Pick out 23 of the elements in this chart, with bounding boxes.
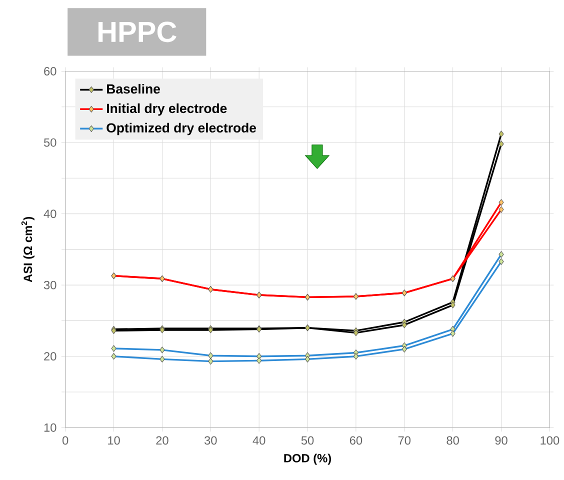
x-tick-label: 60 bbox=[350, 436, 362, 445]
x-tick-label: 90 bbox=[495, 436, 508, 445]
legend-label: Optimized dry electrode bbox=[106, 122, 256, 136]
y-tick-label: 30 bbox=[44, 280, 56, 290]
chart-title: HPPC bbox=[98, 22, 176, 42]
x-tick-label: 20 bbox=[156, 436, 168, 445]
x-tick-label: 100 bbox=[540, 436, 560, 445]
x-tick-label: 70 bbox=[398, 436, 411, 445]
y-tick-label: 10 bbox=[44, 423, 56, 432]
x-tick-label: 10 bbox=[108, 436, 120, 445]
x-tick-label: 0 bbox=[62, 436, 68, 445]
x-axis-title: DOD (%) bbox=[284, 454, 332, 465]
y-tick-label: 20 bbox=[44, 352, 56, 361]
legend-label: Baseline bbox=[107, 84, 160, 94]
x-tick-label: 40 bbox=[252, 436, 266, 445]
legend-label: Initial dry electrode bbox=[107, 103, 227, 116]
y-tick-label: 50 bbox=[44, 138, 56, 147]
x-tick-label: 30 bbox=[204, 436, 217, 445]
y-tick-label: 60 bbox=[44, 67, 56, 76]
x-tick-label: 80 bbox=[446, 436, 459, 445]
y-tick-label: 40 bbox=[44, 210, 56, 218]
y-axis-title: ASI (Ω cm$^{2}$) bbox=[21, 216, 34, 282]
x-tick-label: 50 bbox=[301, 436, 314, 445]
